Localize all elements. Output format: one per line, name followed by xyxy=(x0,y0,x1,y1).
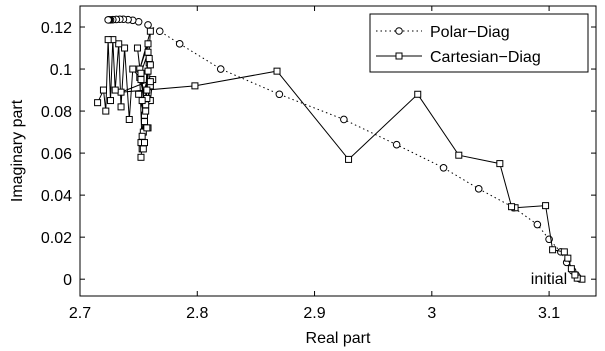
legend-label-cartesian-diag: Cartesian−Diag xyxy=(430,49,541,66)
y-tick-label: 0.02 xyxy=(41,230,72,247)
data-point-cartesian-diag xyxy=(560,248,568,256)
legend: Polar−Diag Cartesian−Diag xyxy=(369,13,589,73)
data-point-polar-diag xyxy=(104,16,112,24)
data-point-cartesian-diag xyxy=(414,90,422,98)
legend-box xyxy=(369,13,589,73)
x-tick-label: 3 xyxy=(427,305,436,322)
data-point-cartesian-diag xyxy=(137,69,145,77)
plot-frame xyxy=(79,5,597,297)
data-point-cartesian-diag xyxy=(117,103,125,111)
data-point-cartesian-diag xyxy=(564,254,572,262)
data-point-cartesian-diag xyxy=(117,88,125,96)
data-point-cartesian-diag xyxy=(137,76,145,84)
data-point-cartesian-diag xyxy=(145,55,153,63)
y-tick-label: 0.12 xyxy=(41,20,72,37)
data-point-cartesian-diag xyxy=(99,86,107,94)
data-point-polar-diag xyxy=(155,27,164,36)
x-tick-label: 2.9 xyxy=(303,305,325,322)
data-point-polar-diag xyxy=(439,164,448,172)
data-point-cartesian-diag xyxy=(106,97,114,105)
data-point-cartesian-diag xyxy=(141,118,148,126)
y-tick-label: 0 xyxy=(63,272,72,289)
data-point-cartesian-diag xyxy=(142,107,150,115)
data-point-cartesian-diag xyxy=(144,67,152,75)
data-point-cartesian-diag xyxy=(133,44,141,52)
data-point-cartesian-diag xyxy=(137,153,145,161)
y-tick-label: 0.06 xyxy=(41,146,72,163)
ticks-layer: 2.7 2.8 2.9 3 3.1 0 0.02 0.04 0.06 0.08 0.1 0.12 xyxy=(41,6,596,322)
legend-marker-cartesian-diag xyxy=(395,52,403,60)
x-tick-label: 2.7 xyxy=(69,305,91,322)
data-point-cartesian-diag xyxy=(138,97,146,105)
x-tick-label: 3.1 xyxy=(538,305,560,322)
x-axis-label: Real part xyxy=(306,330,371,347)
data-point-polar-diag xyxy=(216,65,225,73)
data-point-cartesian-diag xyxy=(125,115,133,123)
legend-label-polar-diag: Polar−Diag xyxy=(430,24,510,41)
data-point-cartesian-diag xyxy=(567,265,575,273)
data-point-cartesian-diag xyxy=(146,27,154,35)
data-point-polar-diag xyxy=(275,90,284,99)
data-point-cartesian-diag xyxy=(94,99,102,107)
data-point-cartesian-diag xyxy=(345,155,353,163)
y-tick-label: 0.1 xyxy=(50,62,72,79)
data-point-cartesian-diag xyxy=(146,78,154,86)
data-point-polar-diag xyxy=(340,115,348,124)
data-point-polar-diag xyxy=(533,220,542,229)
data-point-cartesian-diag xyxy=(273,67,281,75)
data-point-cartesian-diag xyxy=(121,44,129,52)
data-point-cartesian-diag xyxy=(143,124,151,132)
data-point-cartesian-diag xyxy=(455,151,463,159)
data-point-cartesian-diag xyxy=(115,40,123,48)
data-point-cartesian-diag xyxy=(143,86,151,94)
data-point-cartesian-diag xyxy=(139,145,147,153)
x-tick-label: 2.8 xyxy=(186,305,208,322)
data-point-cartesian-diag xyxy=(146,61,154,69)
data-point-cartesian-diag xyxy=(571,271,579,279)
data-point-cartesian-diag xyxy=(111,86,119,94)
data-point-cartesian-diag xyxy=(102,107,110,115)
data-point-polar-diag xyxy=(175,40,184,48)
data-point-cartesian-diag xyxy=(144,40,152,48)
data-point-cartesian-diag xyxy=(104,36,112,44)
data-point-cartesian-diag xyxy=(191,82,199,90)
data-point-cartesian-diag xyxy=(141,139,148,147)
data-point-cartesian-diag xyxy=(135,90,143,98)
data-point-cartesian-diag xyxy=(144,48,152,56)
annotation-initial: initial xyxy=(531,271,567,288)
data-point-cartesian-diag xyxy=(138,132,146,140)
data-point-cartesian-diag xyxy=(129,65,137,73)
series-layer xyxy=(94,15,586,283)
data-point-polar-diag xyxy=(144,21,152,29)
y-tick-label: 0.04 xyxy=(41,188,72,205)
y-axis-label: Imaginary part xyxy=(9,99,26,202)
data-point-cartesian-diag xyxy=(549,246,557,254)
data-point-cartesian-diag xyxy=(508,203,516,211)
data-point-polar-diag xyxy=(474,185,483,193)
plot-border xyxy=(79,5,597,297)
data-point-cartesian-diag xyxy=(542,202,550,210)
data-point-polar-diag xyxy=(392,140,401,149)
y-tick-label: 0.08 xyxy=(41,104,72,121)
data-point-cartesian-diag xyxy=(496,160,504,168)
legend-marker-polar-diag xyxy=(395,27,403,35)
